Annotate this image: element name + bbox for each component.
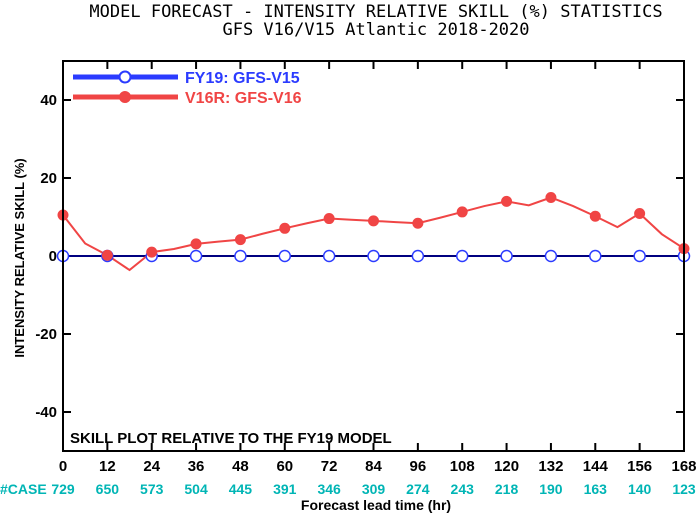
- x-tick-label: 12: [99, 458, 116, 475]
- legend-label-fy19: FY19: GFS-V15: [185, 70, 300, 87]
- point-fy19: [189, 249, 203, 263]
- x-tick-label: 132: [538, 458, 563, 475]
- case-count: 650: [96, 481, 120, 497]
- case-count: 243: [451, 481, 475, 497]
- legend-label-v16r: V16R: GFS-V16: [185, 90, 302, 107]
- x-tick-label: 144: [583, 458, 609, 475]
- tick-labels: 40 20 0 -20 -40 0 12 24 36 48 60 72 84 96 108 120 132 144…: [35, 92, 696, 475]
- x-axis-label: Forecast lead time (hr): [301, 497, 451, 513]
- y-tick-label: -20: [35, 326, 57, 343]
- plot-marks: [56, 61, 691, 451]
- y-tick-label: -40: [35, 404, 57, 421]
- case-counts: 729 650 573 504 445 391 346 309 274 243 218 190 163 1…: [51, 481, 696, 497]
- case-count: 391: [273, 481, 297, 497]
- y-tick-label: 40: [40, 92, 57, 109]
- x-tick-label: 36: [188, 458, 205, 475]
- x-tick-label: 0: [59, 458, 67, 475]
- point-fy19: [367, 249, 380, 263]
- point-fy19: [234, 249, 247, 263]
- x-tick-label: 24: [143, 458, 160, 475]
- point-fy19: [278, 249, 292, 263]
- point-v16r: [634, 207, 646, 219]
- point-fy19: [411, 249, 425, 263]
- point-v16r: [589, 210, 601, 222]
- case-count: 309: [362, 481, 386, 497]
- y-axis-label: INTENSITY RELATIVE SKILL (%): [12, 158, 27, 357]
- legend: FY19: GFS-V15 V16R: GFS-V16: [73, 70, 302, 107]
- case-count: 504: [184, 481, 208, 497]
- point-v16r: [146, 246, 158, 258]
- case-count: 190: [539, 481, 563, 497]
- case-count: 346: [317, 481, 341, 497]
- x-tick-label: 60: [276, 458, 293, 475]
- point-v16r: [545, 192, 557, 203]
- point-fy19: [544, 249, 558, 263]
- legend-marker-fy19: [118, 70, 132, 84]
- x-tick-label: 48: [232, 458, 249, 475]
- y-tick-label: 20: [40, 170, 57, 187]
- case-count: 218: [495, 481, 519, 497]
- case-count: 573: [140, 481, 164, 497]
- point-v16r: [279, 222, 291, 234]
- plot-frame: [62, 60, 685, 452]
- point-fy19: [455, 249, 469, 263]
- point-v16r: [368, 215, 379, 227]
- point-v16r: [234, 234, 246, 246]
- case-count: 274: [406, 481, 430, 497]
- chart-title: MODEL FORECAST - INTENSITY RELATIVE SKIL…: [89, 2, 662, 22]
- point-v16r: [101, 249, 113, 261]
- case-count: 445: [229, 481, 253, 497]
- x-tick-label: 168: [671, 458, 696, 475]
- point-v16r: [412, 217, 424, 229]
- x-tick-label: 156: [627, 458, 652, 475]
- point-v16r: [190, 238, 202, 250]
- point-fy19: [633, 249, 646, 263]
- point-v16r: [323, 213, 335, 225]
- x-tick-label: 72: [321, 458, 338, 475]
- chart-annotation: SKILL PLOT RELATIVE TO THE FY19 MODEL: [70, 430, 392, 447]
- case-count: 123: [672, 481, 696, 497]
- y-tick-label: 0: [49, 248, 57, 265]
- point-v16r: [501, 195, 513, 207]
- point-fy19: [500, 249, 513, 263]
- legend-marker-v16r: [119, 91, 131, 103]
- x-tick-label: 108: [450, 458, 475, 475]
- point-fy19: [322, 249, 336, 263]
- case-count: 729: [51, 481, 75, 497]
- x-tick-label: 120: [494, 458, 519, 475]
- case-count: 140: [628, 481, 652, 497]
- case-count: 163: [584, 481, 608, 497]
- point-v16r: [456, 206, 468, 218]
- case-count-label: #CASE: [0, 481, 47, 497]
- x-tick-label: 96: [410, 458, 427, 475]
- x-tick-label: 84: [365, 458, 382, 475]
- chart-subtitle: GFS V16/V15 Atlantic 2018-2020: [222, 20, 529, 40]
- point-fy19: [589, 249, 602, 263]
